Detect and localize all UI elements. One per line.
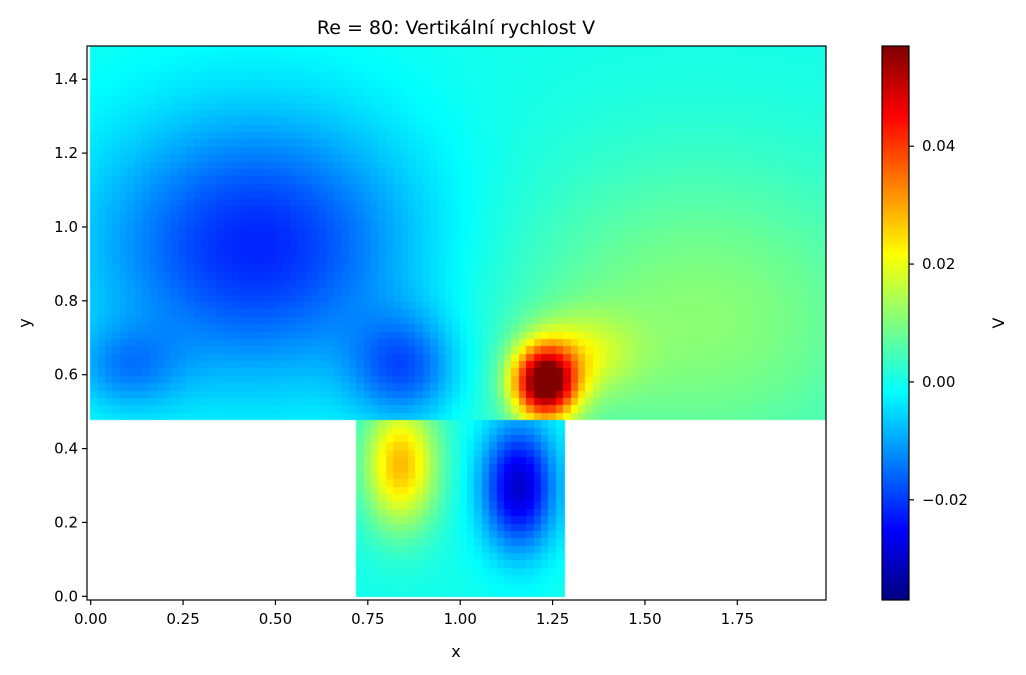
colorbar-tick-label: 0.00 xyxy=(922,373,955,391)
x-tick-label: 1.50 xyxy=(628,610,661,628)
colorbar-label: V xyxy=(989,317,1008,328)
x-tick-label: 0.75 xyxy=(351,610,384,628)
colorbar-tick-label: −0.02 xyxy=(922,491,968,509)
colorbar-frame xyxy=(881,45,910,601)
colorbar-tick-label: 0.04 xyxy=(922,137,955,155)
x-tick-label: 1.25 xyxy=(536,610,569,628)
y-tick-label: 0.8 xyxy=(54,292,78,310)
y-tick-label: 0.6 xyxy=(54,366,78,384)
y-tick-label: 1.0 xyxy=(54,218,78,236)
colorbar-gradient xyxy=(882,46,909,600)
x-tick-label: 1.75 xyxy=(721,610,754,628)
colorbar-axis: 0.04 0.02 0.00 −0.02 xyxy=(909,137,968,509)
chart-title: Re = 80: Vertikální rychlost V xyxy=(317,17,595,39)
plot-frame xyxy=(86,45,827,601)
x-tick-label: 0.25 xyxy=(166,610,199,628)
y-axis-label: y xyxy=(15,318,34,327)
colorbar-tick-label: 0.02 xyxy=(922,255,955,273)
y-axis: 0.0 0.2 0.4 0.6 0.8 1.0 1.2 1.4 xyxy=(54,70,87,605)
y-tick-label: 1.2 xyxy=(54,144,78,162)
x-tick-label: 1.00 xyxy=(443,610,476,628)
y-tick-label: 0.4 xyxy=(54,440,78,458)
x-tick-label: 0.50 xyxy=(259,610,292,628)
y-tick-label: 1.4 xyxy=(54,70,78,88)
heatmap-image xyxy=(87,46,826,600)
y-tick-label: 0.0 xyxy=(54,587,78,605)
y-tick-label: 0.2 xyxy=(54,513,78,531)
x-axis: 0.00 0.25 0.50 0.75 1.00 1.25 1.50 1.75 xyxy=(74,600,754,628)
x-axis-label: x xyxy=(451,642,460,661)
x-tick-label: 0.00 xyxy=(74,610,107,628)
